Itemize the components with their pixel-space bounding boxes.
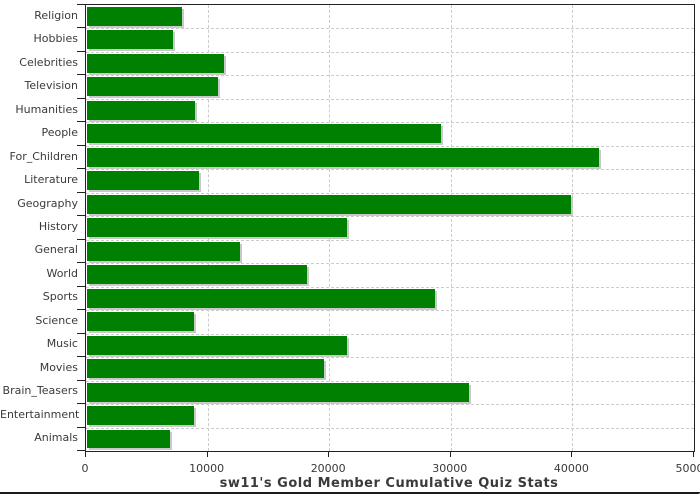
bar-people (87, 124, 441, 144)
y-axis-tick (77, 379, 85, 381)
bar-entertainment (87, 406, 194, 426)
bar-for_children (87, 147, 599, 167)
gridline-horizontal (86, 98, 694, 100)
category-label: For_Children (9, 149, 78, 163)
y-axis-tick (77, 27, 85, 29)
y-axis-tick (77, 450, 85, 451)
y-axis-tick (77, 168, 85, 170)
gridline-horizontal (86, 75, 694, 77)
y-axis-tick (77, 285, 85, 287)
category-label: People (41, 126, 78, 140)
category-label: Music (46, 337, 78, 351)
y-axis-tick (77, 74, 85, 76)
category-label: Celebrities (19, 55, 78, 69)
y-axis-tick (77, 262, 85, 264)
bar-literature (87, 171, 199, 191)
y-axis-tick (77, 97, 85, 99)
gridline-horizontal (86, 122, 694, 124)
category-label: Brain_Teasers (2, 384, 78, 398)
gridline-vertical (450, 5, 452, 451)
y-axis-tick (77, 50, 85, 52)
y-axis-tick (77, 191, 85, 193)
x-axis-tick (328, 451, 330, 457)
category-label: General (34, 243, 78, 257)
gridline-horizontal (86, 216, 694, 218)
gridline-horizontal (86, 427, 694, 429)
y-axis-tick (77, 356, 85, 358)
y-axis-tick (77, 332, 85, 334)
gridline-horizontal (86, 192, 694, 194)
y-axis-tick (77, 403, 85, 405)
gridline-horizontal (86, 333, 694, 335)
category-label: Animals (34, 431, 78, 445)
x-axis-tick (449, 451, 451, 457)
gridline-horizontal (86, 145, 694, 147)
category-label: Television (24, 79, 79, 93)
bar-history (87, 218, 348, 238)
bar-brain_teasers (87, 382, 469, 402)
x-axis-tick-label: 20000 (310, 462, 346, 475)
y-axis-tick (77, 309, 85, 311)
chart-title: sw11's Gold Member Cumulative Quiz Stats (219, 476, 559, 491)
gridline-vertical (572, 5, 574, 451)
bar-celebrities (87, 53, 225, 73)
category-label: World (46, 266, 78, 280)
bar-religion (87, 7, 182, 26)
gridline-horizontal (86, 310, 694, 312)
gridline-horizontal (86, 51, 694, 53)
x-axis-tick-label: 50000 (675, 462, 700, 475)
category-label: Hobbies (33, 32, 78, 46)
bar-television (87, 77, 219, 97)
y-axis-tick (77, 4, 85, 5)
bar-humanities (87, 100, 196, 120)
bar-hobbies (87, 30, 174, 50)
x-axis-tick (85, 451, 86, 457)
x-axis-tick-label: 30000 (432, 462, 468, 475)
bar-movies (87, 359, 325, 379)
gridline-horizontal (86, 169, 694, 171)
gridline-horizontal (86, 239, 694, 241)
y-axis-tick (77, 121, 85, 123)
gridline-horizontal (86, 404, 694, 406)
x-axis-tick-label: 40000 (553, 462, 589, 475)
category-label: Geography (17, 196, 78, 210)
gridline-horizontal (86, 263, 694, 265)
gridline-horizontal (86, 28, 694, 30)
y-axis-tick (77, 144, 85, 146)
category-label: Movies (39, 360, 78, 374)
bar-general (87, 241, 241, 261)
category-label: Science (35, 313, 78, 327)
x-axis-tick (571, 451, 573, 457)
category-label: Literature (24, 173, 78, 187)
bar-sports (87, 288, 435, 308)
category-label: Humanities (15, 102, 78, 116)
bar-music (87, 335, 348, 355)
y-axis-tick (77, 238, 85, 240)
bar-world (87, 265, 308, 285)
y-axis-tick (77, 426, 85, 428)
gridline-horizontal (86, 357, 694, 359)
bottom-divider (0, 492, 700, 494)
x-axis-tick (693, 451, 694, 457)
category-label: Entertainment (0, 407, 80, 421)
gridline-horizontal (86, 286, 694, 288)
bar-science (87, 312, 194, 332)
x-axis-tick (206, 451, 208, 457)
plot-area (85, 4, 695, 452)
category-label: Sports (42, 290, 78, 304)
y-axis-tick (77, 215, 85, 217)
category-label: History (38, 220, 78, 233)
x-axis-tick-label: 0 (81, 462, 89, 475)
x-axis-tick-label: 10000 (189, 462, 225, 475)
gridline-horizontal (86, 380, 694, 382)
bar-animals (87, 429, 170, 449)
bar-geography (87, 194, 571, 214)
category-label: Religion (34, 8, 78, 22)
